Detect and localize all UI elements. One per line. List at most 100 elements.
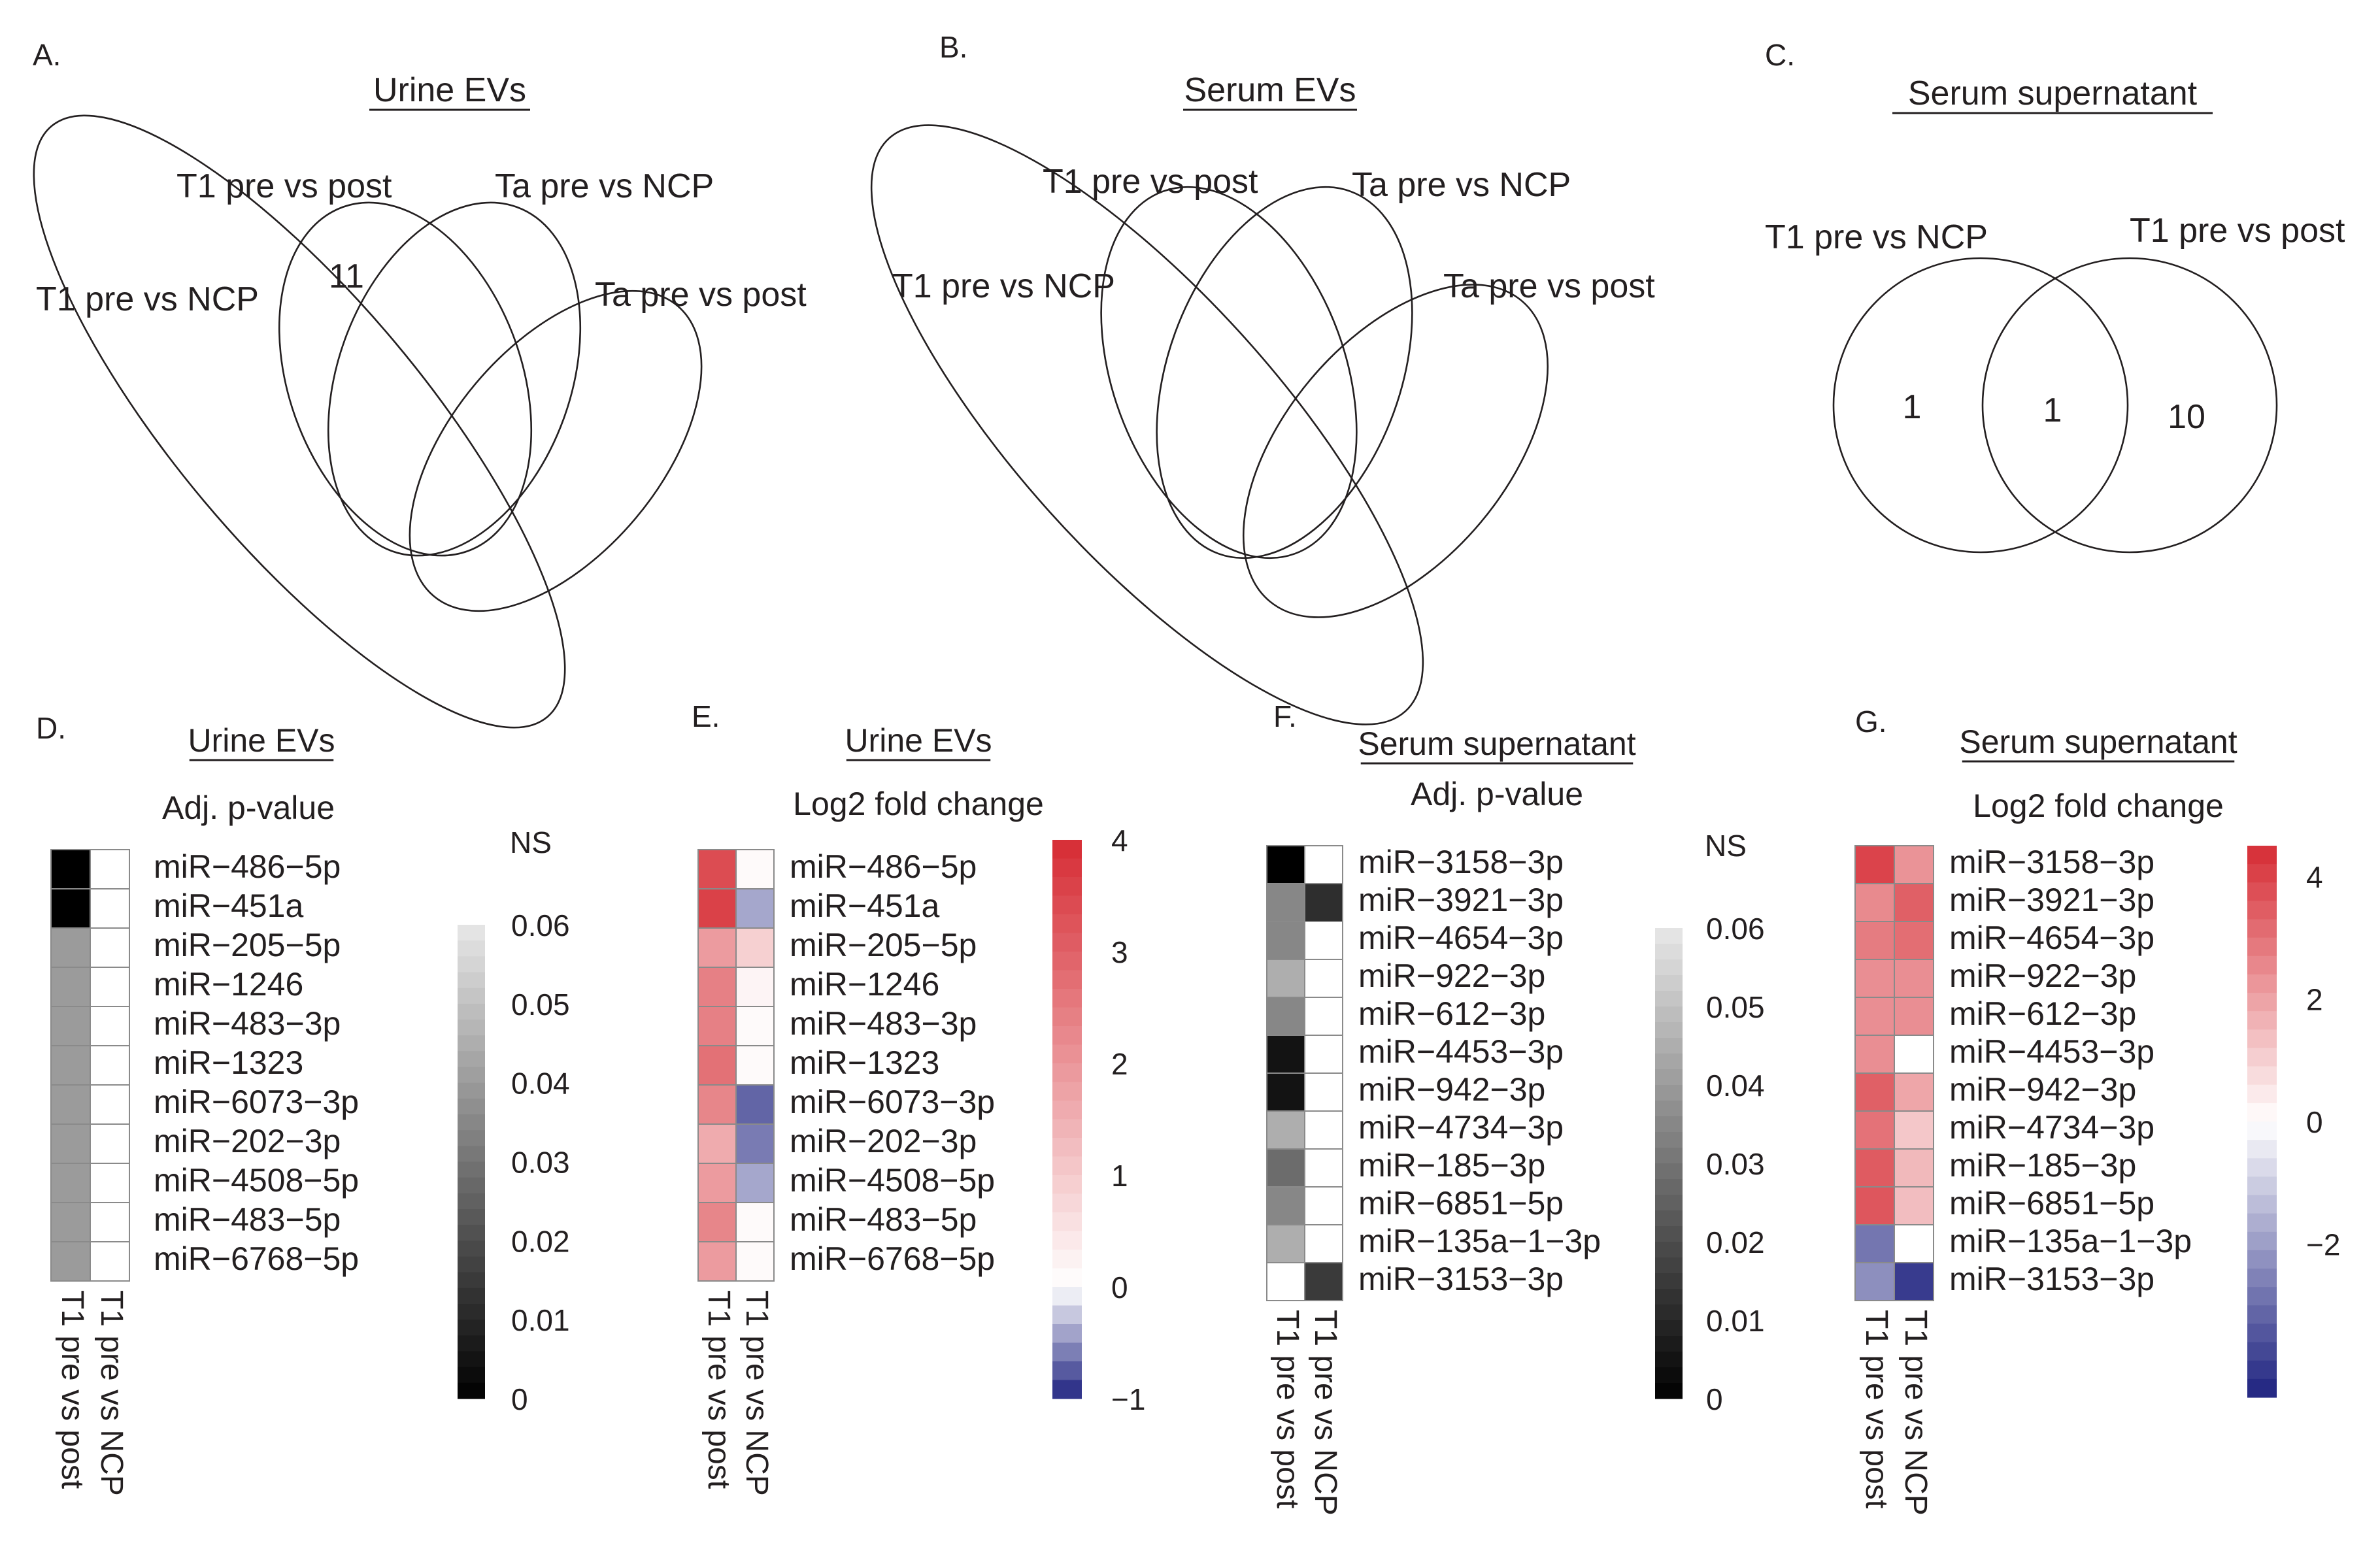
venn-c-set-label-1: T1 pre vs NCP <box>1765 218 1988 256</box>
row-label: miR−6851−5p <box>1949 1185 2154 1221</box>
row-label: miR−4734−3p <box>1358 1109 1564 1146</box>
colorbar-tick-label: 0 <box>1706 1382 1723 1416</box>
venn-a-set-label-4: Ta pre vs post <box>595 276 807 314</box>
heatmap-cell <box>1894 959 1934 998</box>
colorbar-segment <box>458 1114 485 1131</box>
heatmap-cell <box>90 1241 130 1282</box>
row-label: miR−6768−5p <box>790 1240 995 1277</box>
colorbar-segment <box>1052 914 1082 934</box>
panel-label-a: A. <box>33 38 61 72</box>
row-label: miR−205−5p <box>154 927 341 963</box>
colorbar-segment <box>2247 1323 2277 1343</box>
colorbar-segment <box>1655 1116 1683 1133</box>
heatmap-cell <box>1894 1262 1934 1301</box>
panel-label-f: F. <box>1273 699 1297 733</box>
colorbar-segment <box>2247 1360 2277 1380</box>
column-label: T1 pre vs post <box>1270 1310 1305 1508</box>
venn-b-title: Serum EVs <box>1184 71 1356 109</box>
heatmap-panel-g: G. Serum supernatant Log2 fold change miR−3… <box>1854 705 2340 1516</box>
colorbar-segment <box>1052 970 1082 989</box>
row-label: miR−3158−3p <box>1358 844 1564 880</box>
row-label: miR−483−3p <box>790 1005 977 1042</box>
column-label: T1 pre vs post <box>1859 1310 1894 1508</box>
venn-b-set-label-4: Ta pre vs post <box>1443 267 1655 305</box>
heatmap-cell <box>1304 1186 1343 1225</box>
colorbar-segment <box>458 1051 485 1068</box>
heatmap-cell <box>697 927 737 968</box>
venn-c-count-left: 1 <box>1903 388 1922 426</box>
colorbar-segment <box>1655 991 1683 1007</box>
colorbar-tick-label: −2 <box>2306 1228 2340 1262</box>
row-label: miR−205−5p <box>790 927 977 963</box>
heatmap-cell <box>735 849 775 889</box>
row-label: miR−486−5p <box>790 848 977 885</box>
row-label: miR−483−5p <box>790 1201 977 1238</box>
heatmap-cell <box>735 967 775 1007</box>
colorbar-segment <box>458 1335 485 1352</box>
heatmap-cell <box>697 1006 737 1046</box>
colorbar-segment <box>2247 1195 2277 1214</box>
colorbar-segment <box>1052 840 1082 859</box>
colorbar-segment <box>2247 955 2277 975</box>
venn-b-set-4-ellipse <box>1243 284 1549 618</box>
heatmap-cell <box>697 967 737 1007</box>
heatmap-cell <box>1894 1148 1934 1188</box>
colorbar-segment <box>2247 864 2277 883</box>
venn-b-set-label-1: T1 pre vs post <box>1043 163 1258 201</box>
colorbar-tick-label: 1 <box>1111 1159 1128 1193</box>
heatmap-cell <box>1304 1035 1343 1074</box>
colorbar-segment <box>2247 846 2277 865</box>
heatmap-cell <box>735 888 775 929</box>
colorbar-tick-label: 0.05 <box>511 988 570 1022</box>
row-label: miR−135a−1−3p <box>1358 1223 1601 1259</box>
heatmap-cell <box>1894 1072 1934 1112</box>
column-label: T1 pre vs NCP <box>94 1290 129 1496</box>
colorbar-segment <box>1052 1380 1082 1399</box>
heatmap-d-subtitle: Adj. p-value <box>162 789 335 826</box>
colorbar-tick-label: 0.01 <box>511 1303 570 1337</box>
colorbar-segment <box>1655 928 1683 944</box>
colorbar-segment <box>458 1367 485 1384</box>
colorbar-segment <box>458 940 485 957</box>
colorbar-segment <box>458 956 485 973</box>
colorbar-segment <box>458 1209 485 1225</box>
heatmap-cell <box>1266 1224 1305 1263</box>
venn-b-set-label-3: T1 pre vs NCP <box>892 267 1115 305</box>
colorbar-segment <box>1655 1085 1683 1101</box>
row-label: miR−3153−3p <box>1949 1261 2154 1297</box>
colorbar-segment <box>2247 1287 2277 1306</box>
colorbar-segment <box>458 1320 485 1336</box>
heatmap-cell <box>1894 1224 1934 1263</box>
heatmap-cell <box>50 1045 91 1086</box>
panel-label-d: D. <box>36 711 66 745</box>
venn-b-set-2-ellipse <box>1100 186 1358 559</box>
heatmap-cell <box>1304 1224 1343 1263</box>
colorbar-segment <box>458 925 485 941</box>
colorbar-tick-label: 4 <box>1111 823 1128 857</box>
heatmap-cell <box>90 927 130 968</box>
heatmap-cell <box>697 1084 737 1125</box>
colorbar-segment <box>2247 1378 2277 1398</box>
column-label: T1 pre vs NCP <box>1308 1310 1343 1516</box>
colorbar-segment <box>1655 1069 1683 1086</box>
venn-a-set-label-1: T1 pre vs post <box>176 167 392 205</box>
colorbar-segment <box>458 1256 485 1273</box>
colorbar-segment <box>458 1193 485 1210</box>
colorbar-segment <box>2247 919 2277 939</box>
venn-c-count-right: 10 <box>2168 398 2205 436</box>
heatmap-cell <box>90 849 130 889</box>
heatmap-cell <box>1304 845 1343 884</box>
heatmap-cell <box>1894 845 1934 884</box>
colorbar-segment <box>2247 1029 2277 1049</box>
heatmap-cell <box>1854 1035 1895 1074</box>
heatmap-cell <box>1894 1186 1934 1225</box>
colorbar-segment <box>1655 1336 1683 1352</box>
colorbar-segment <box>1052 1250 1082 1269</box>
heatmap-cell <box>1894 1035 1934 1074</box>
heatmap-cell <box>90 1006 130 1046</box>
colorbar-segment <box>1655 1304 1683 1321</box>
heatmap-cell <box>1854 1186 1895 1225</box>
venn-a-set-label-3: T1 pre vs NCP <box>36 280 259 318</box>
colorbar-segment <box>1052 1138 1082 1157</box>
heatmap-cell <box>1304 959 1343 998</box>
